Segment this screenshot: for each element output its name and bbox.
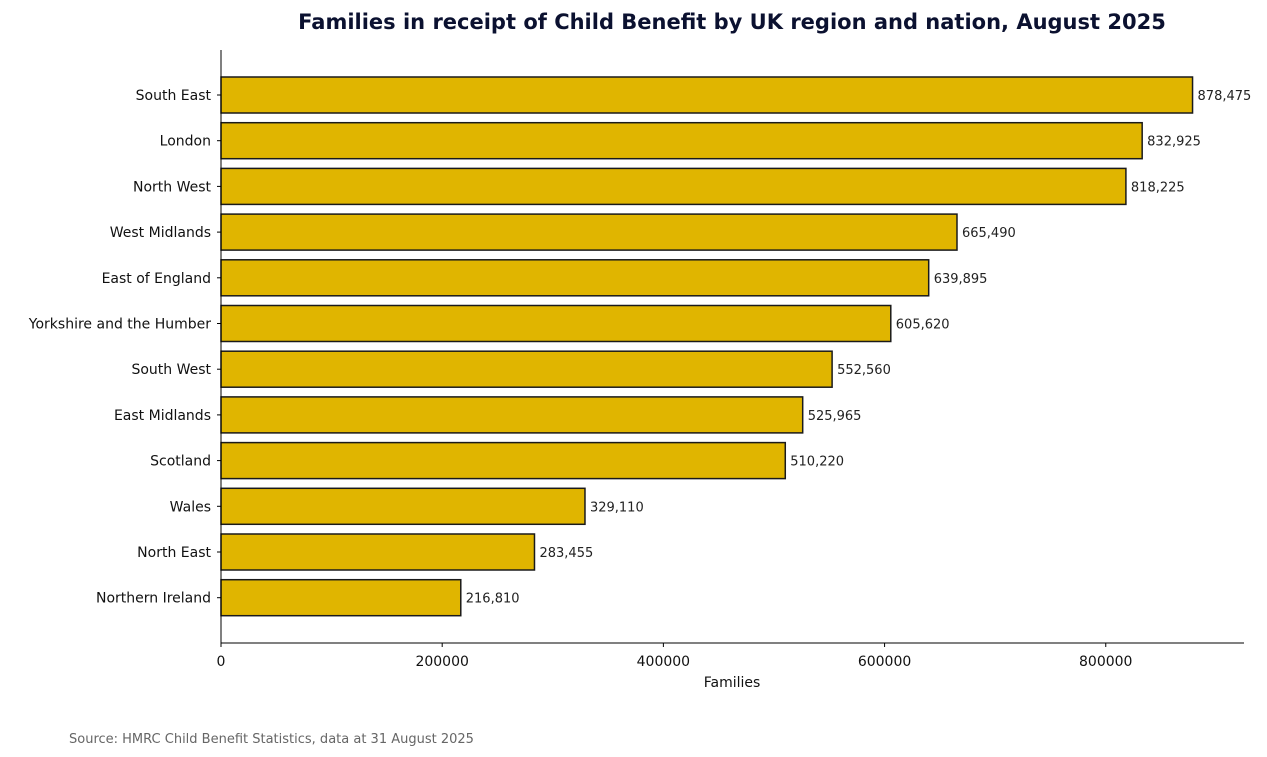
bar-yorkshire-and-the-humber [220, 304, 892, 343]
value-label-south-west: 552,560 [837, 363, 891, 378]
bar-scotland [220, 441, 787, 480]
category-label-east-midlands: East Midlands [114, 408, 211, 424]
value-label-south-east: 878,475 [1198, 89, 1252, 104]
value-label-north-west: 818,225 [1131, 180, 1185, 195]
category-label-north-west: North West [133, 179, 212, 195]
x-tick-label-600000: 600000 [858, 654, 911, 670]
bar-wales [220, 487, 586, 526]
bar-east-midlands [220, 396, 804, 434]
value-label-west-midlands: 665,490 [962, 226, 1016, 241]
value-label-north-east: 283,455 [539, 546, 593, 561]
value-label-northern-ireland: 216,810 [466, 592, 520, 607]
category-label-east-of-england: East of England [102, 271, 211, 287]
source-note: Source: HMRC Child Benefit Statistics, d… [69, 732, 474, 747]
x-axis-title: Families [704, 675, 761, 691]
value-label-wales: 329,110 [590, 500, 644, 515]
chart-title: Families in receipt of Child Benefit by … [298, 10, 1166, 34]
bar-west-midlands [220, 213, 958, 251]
x-axis-ticks-group: 0 200000 400000 600000 800000 [217, 94, 1132, 670]
category-label-scotland: Scotland [150, 454, 211, 470]
bars-group [220, 76, 1194, 617]
x-tick-label-0: 0 [217, 654, 226, 670]
value-label-scotland: 510,220 [790, 455, 844, 470]
x-tick-label-800000: 800000 [1079, 654, 1132, 670]
value-label-east-midlands: 525,965 [808, 409, 862, 424]
bar-northern-ireland [220, 578, 462, 617]
bar-south-east [220, 76, 1194, 114]
bar-london [220, 121, 1143, 160]
bar-north-east [220, 533, 536, 571]
value-label-london: 832,925 [1147, 135, 1201, 150]
bar-south-west [220, 350, 833, 388]
category-label-south-west: South West [131, 362, 211, 378]
bar-north-west [220, 167, 1127, 206]
category-label-yorkshire-and-the-humber: Yorkshire and the Humber [28, 317, 211, 333]
bar-east-of-england [220, 259, 930, 297]
value-labels-group: 878,475 832,925 818,225 665,490 639,895 605,6… [466, 89, 1252, 607]
category-label-london: London [160, 134, 211, 150]
category-label-west-midlands: West Midlands [110, 225, 211, 241]
category-label-northern-ireland: Northern Ireland [96, 591, 211, 607]
category-label-north-east: North East [137, 545, 211, 561]
category-label-wales: Wales [170, 499, 211, 515]
category-label-south-east: South East [136, 88, 212, 104]
value-label-yorkshire-and-the-humber: 605,620 [896, 318, 950, 333]
x-tick-label-200000: 200000 [415, 654, 468, 670]
category-labels-group: South East London North West West Midlands E… [28, 88, 212, 607]
x-tick-label-400000: 400000 [637, 654, 690, 670]
value-label-east-of-england: 639,895 [934, 272, 988, 287]
